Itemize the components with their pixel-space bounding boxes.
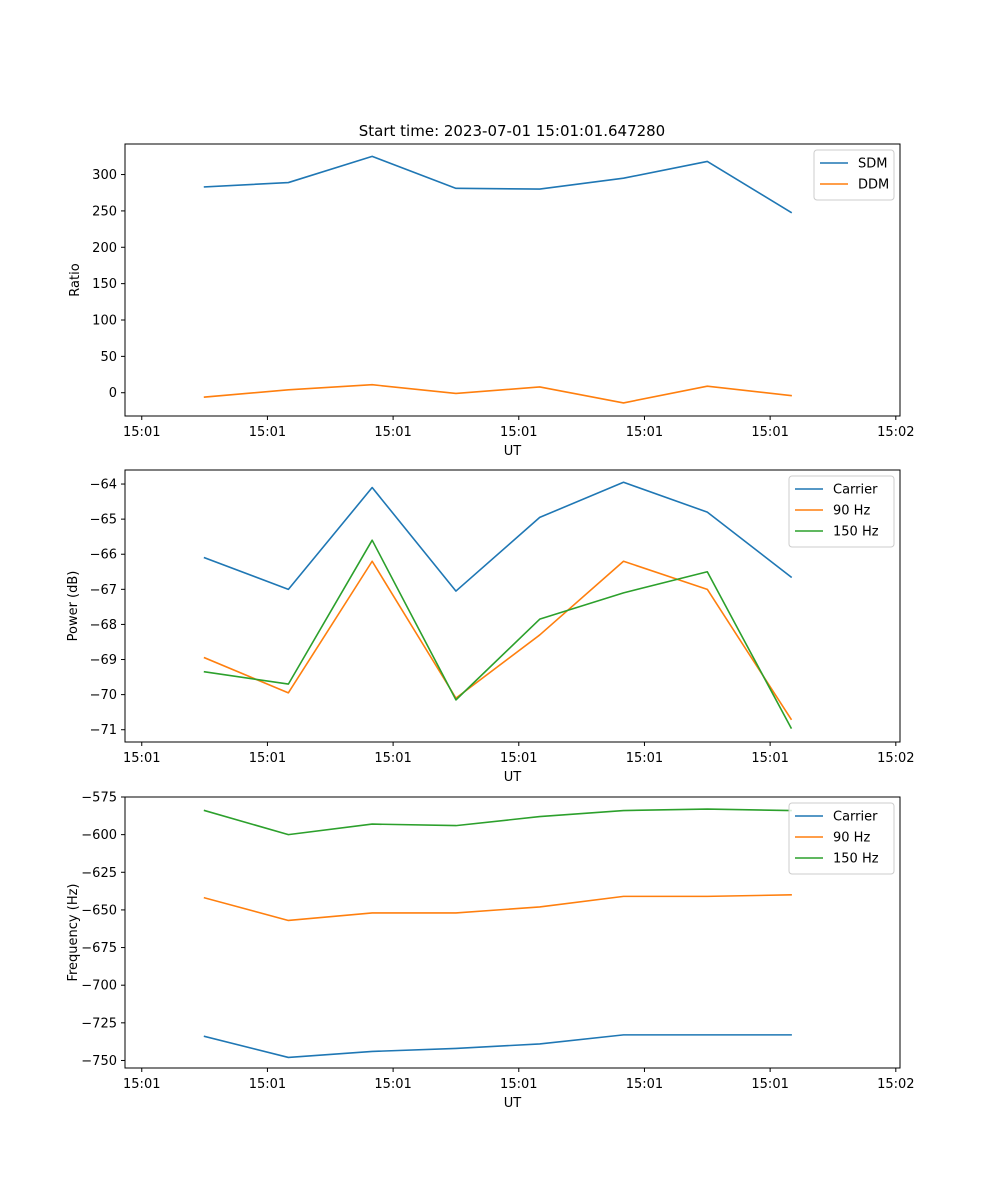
legend: Carrier 90 Hz 150 Hz <box>788 802 895 875</box>
y-tick-label: 0 <box>109 386 117 401</box>
legend-box <box>788 802 895 875</box>
y-tick-label: 200 <box>92 241 117 256</box>
x-axis-label: UT <box>504 770 522 785</box>
x-tick-label: 15:02 <box>877 1077 914 1092</box>
axes-frame <box>124 469 901 743</box>
y-tick-label: −625 <box>81 866 117 881</box>
y-axis-label: Ratio <box>68 263 83 296</box>
y-tick-label: 300 <box>92 168 117 183</box>
legend-label: SDM <box>858 157 887 172</box>
y-tick-label: −68 <box>90 618 117 633</box>
y-tick-label: −65 <box>90 513 117 528</box>
y-tick-label: −700 <box>81 979 117 994</box>
series-line-90-hz <box>203 894 792 922</box>
legend-label: 150 Hz <box>833 852 879 867</box>
legend-label: DDM <box>858 178 889 193</box>
y-tick-label: 100 <box>92 314 117 329</box>
panels: 15:01 15:01 15:01 15:01 15:01 15:01 15:02 0 50 10… <box>66 143 915 1112</box>
x-tick-label: 15:01 <box>626 1077 663 1092</box>
y-tick-label: −64 <box>90 478 117 493</box>
y-tick-label: 50 <box>100 350 117 365</box>
y-tick-label: −600 <box>81 828 117 843</box>
y-tick-label: −575 <box>81 791 117 806</box>
legend: Carrier 90 Hz 150 Hz <box>788 475 895 548</box>
x-tick-label: 15:01 <box>374 751 411 766</box>
x-tick-label: 15:01 <box>500 425 537 440</box>
legend: SDM DDM <box>813 149 895 201</box>
y-tick-label: −750 <box>81 1054 117 1069</box>
x-tick-label: 15:01 <box>249 425 286 440</box>
legend-label: Carrier <box>833 483 878 498</box>
x-tick-label: 15:01 <box>374 1077 411 1092</box>
x-tick-label: 15:01 <box>249 751 286 766</box>
x-tick-label: 15:01 <box>626 751 663 766</box>
legend-label: 150 Hz <box>833 525 879 540</box>
x-tick-label: 15:01 <box>751 1077 788 1092</box>
x-tick-label: 15:01 <box>374 425 411 440</box>
legend-label: Carrier <box>833 810 878 825</box>
figure-title: Start time: 2023-07-01 15:01:01.647280 <box>359 122 665 140</box>
x-tick-label: 15:01 <box>123 425 160 440</box>
series-line-90-hz <box>203 560 793 721</box>
y-tick-label: −725 <box>81 1016 117 1031</box>
series-line-sdm <box>203 155 793 214</box>
legend-label: 90 Hz <box>833 504 870 519</box>
x-tick-label: 15:01 <box>123 751 160 766</box>
series-line-ddm <box>203 383 792 404</box>
x-tick-label: 15:01 <box>751 425 788 440</box>
axes-frame <box>124 796 901 1069</box>
x-tick-label: 15:01 <box>500 751 537 766</box>
chart-panel-2: 15:01 15:01 15:01 15:01 15:01 15:01 15:02 −71 −7… <box>66 469 915 785</box>
y-tick-label: 250 <box>92 204 117 219</box>
y-tick-label: −650 <box>81 903 117 918</box>
y-axis-label: Power (dB) <box>66 571 81 642</box>
y-tick-label: −67 <box>90 583 117 598</box>
x-tick-label: 15:01 <box>249 1077 286 1092</box>
y-tick-label: 150 <box>92 277 117 292</box>
series-line-carrier <box>203 1034 792 1059</box>
x-tick-label: 15:01 <box>751 751 788 766</box>
y-axis-label: Frequency (Hz) <box>66 883 81 981</box>
legend-label: 90 Hz <box>833 831 870 846</box>
x-tick-label: 15:01 <box>500 1077 537 1092</box>
legend-box <box>788 475 895 548</box>
x-tick-label: 15:02 <box>877 751 914 766</box>
series-line-150-hz <box>203 539 793 730</box>
axes-frame <box>124 143 901 417</box>
x-axis-label: UT <box>504 1096 522 1111</box>
chart-panel-3: 15:01 15:01 15:01 15:01 15:01 15:01 15:02 −750 −… <box>66 791 915 1112</box>
y-tick-label: −71 <box>90 723 117 738</box>
series-line-carrier <box>203 481 793 592</box>
x-tick-label: 15:01 <box>123 1077 160 1092</box>
x-axis-label: UT <box>504 444 522 459</box>
y-tick-label: −675 <box>81 941 117 956</box>
series-line-150-hz <box>203 808 792 836</box>
x-tick-label: 15:01 <box>626 425 663 440</box>
y-tick-label: −70 <box>90 688 117 703</box>
x-tick-label: 15:02 <box>877 425 914 440</box>
y-tick-label: −69 <box>90 653 117 668</box>
chart-panel-1: 15:01 15:01 15:01 15:01 15:01 15:01 15:02 0 50 10… <box>68 143 915 459</box>
y-tick-label: −66 <box>90 548 117 563</box>
